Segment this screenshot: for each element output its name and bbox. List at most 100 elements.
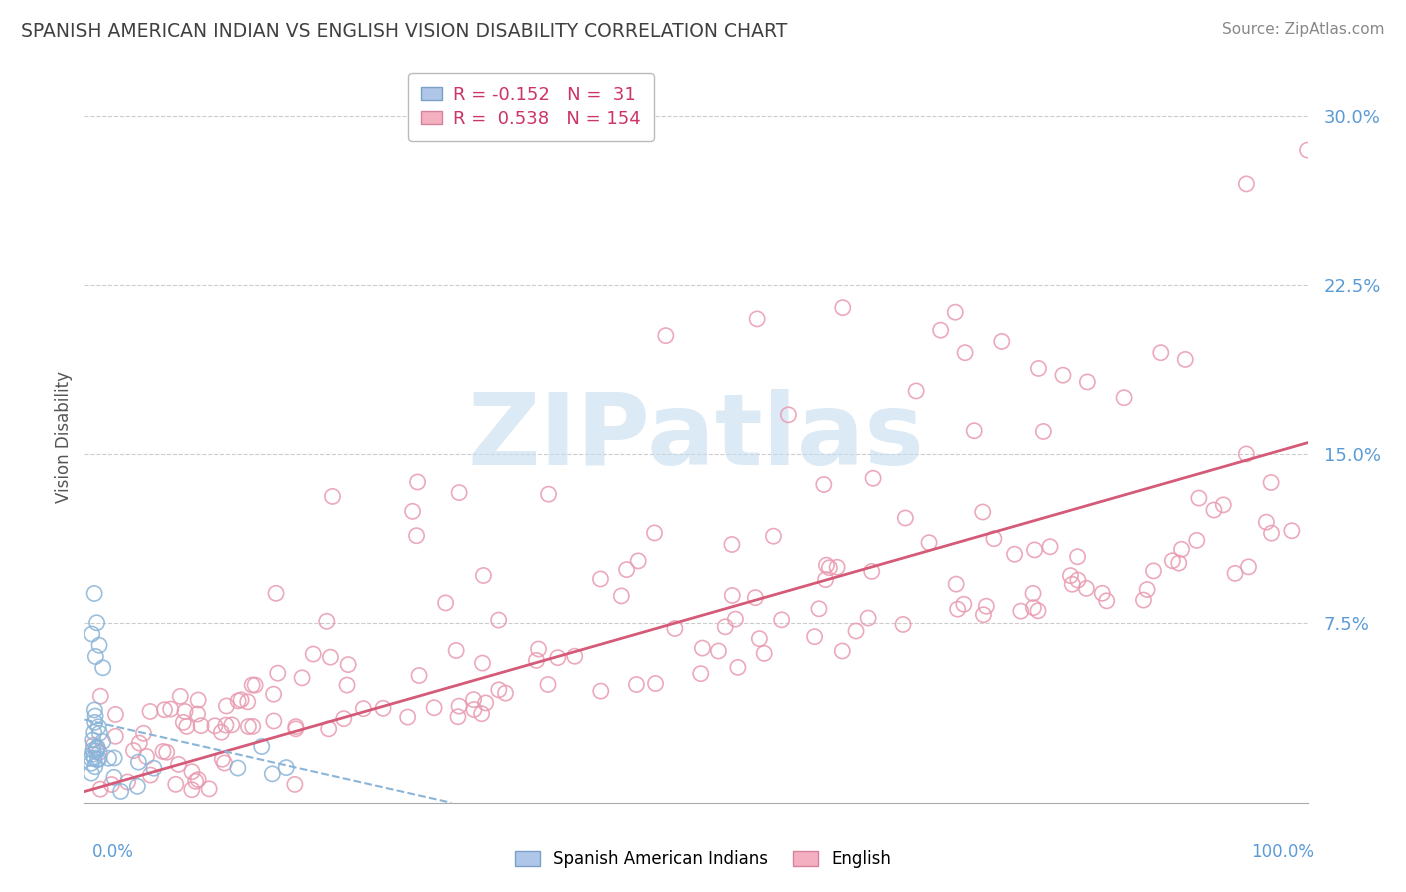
Point — [474, 696, 496, 710]
Point — [894, 511, 917, 525]
Point — [83, 725, 105, 739]
Point — [1132, 593, 1154, 607]
Point — [488, 682, 510, 697]
Point — [564, 649, 586, 664]
Point — [352, 701, 374, 715]
Point — [97, 751, 120, 765]
Point — [770, 613, 793, 627]
Point — [946, 602, 969, 616]
Point — [117, 775, 139, 789]
Point — [371, 701, 394, 715]
Point — [86, 740, 108, 755]
Point — [240, 678, 263, 692]
Point — [122, 743, 145, 757]
Point — [744, 591, 766, 605]
Point — [862, 471, 884, 485]
Point — [132, 726, 155, 740]
Point — [86, 753, 108, 767]
Point — [1066, 549, 1088, 564]
Point — [176, 719, 198, 733]
Point — [1095, 594, 1118, 608]
Point — [1260, 475, 1282, 490]
Point — [974, 599, 997, 614]
Point — [1026, 604, 1049, 618]
Point — [82, 733, 104, 747]
Point — [488, 613, 510, 627]
Point — [284, 777, 307, 791]
Point — [263, 714, 285, 728]
Point — [714, 620, 737, 634]
Point — [100, 778, 122, 792]
Point — [1062, 577, 1084, 591]
Point — [321, 490, 343, 504]
Point — [226, 694, 249, 708]
Point — [89, 782, 111, 797]
Point — [845, 624, 868, 638]
Point — [87, 638, 110, 652]
Y-axis label: Vision Disability: Vision Disability — [55, 371, 73, 503]
Point — [87, 720, 110, 734]
Point — [689, 666, 711, 681]
Point — [707, 644, 730, 658]
Point — [1032, 425, 1054, 439]
Point — [1076, 375, 1098, 389]
Point — [627, 554, 650, 568]
Point — [187, 693, 209, 707]
Point — [229, 693, 252, 707]
Point — [778, 408, 800, 422]
Point — [91, 661, 114, 675]
Point — [471, 656, 494, 670]
Point — [972, 607, 994, 622]
Point — [963, 424, 986, 438]
Point — [181, 764, 204, 779]
Point — [1161, 554, 1184, 568]
Point — [972, 505, 994, 519]
Point — [1256, 515, 1278, 529]
Point — [807, 602, 830, 616]
Point — [905, 384, 928, 398]
Point — [80, 766, 103, 780]
Point — [644, 676, 666, 690]
Point — [172, 715, 194, 730]
Point — [215, 698, 238, 713]
Point — [434, 596, 457, 610]
Point — [142, 761, 165, 775]
Point — [724, 612, 747, 626]
Point — [156, 745, 179, 759]
Point — [84, 744, 107, 758]
Point — [814, 573, 837, 587]
Point — [264, 586, 287, 600]
Point — [1260, 526, 1282, 541]
Point — [1059, 568, 1081, 582]
Point — [1174, 352, 1197, 367]
Point — [250, 739, 273, 754]
Point — [226, 761, 249, 775]
Point — [692, 641, 714, 656]
Point — [589, 684, 612, 698]
Point — [184, 774, 207, 789]
Point — [1010, 604, 1032, 618]
Point — [139, 768, 162, 782]
Point — [291, 671, 314, 685]
Point — [127, 755, 149, 769]
Point — [1004, 547, 1026, 561]
Point — [332, 712, 354, 726]
Point — [721, 589, 744, 603]
Point — [748, 632, 770, 646]
Point — [174, 705, 197, 719]
Point — [1142, 564, 1164, 578]
Point — [284, 720, 307, 734]
Point — [198, 781, 221, 796]
Point — [537, 487, 560, 501]
Point — [80, 756, 103, 771]
Point — [128, 736, 150, 750]
Point — [463, 702, 485, 716]
Point — [1296, 143, 1319, 157]
Point — [754, 646, 776, 660]
Point — [84, 649, 107, 664]
Point — [89, 726, 111, 740]
Point — [337, 657, 360, 672]
Point — [447, 710, 470, 724]
Point — [831, 644, 853, 658]
Point — [302, 647, 325, 661]
